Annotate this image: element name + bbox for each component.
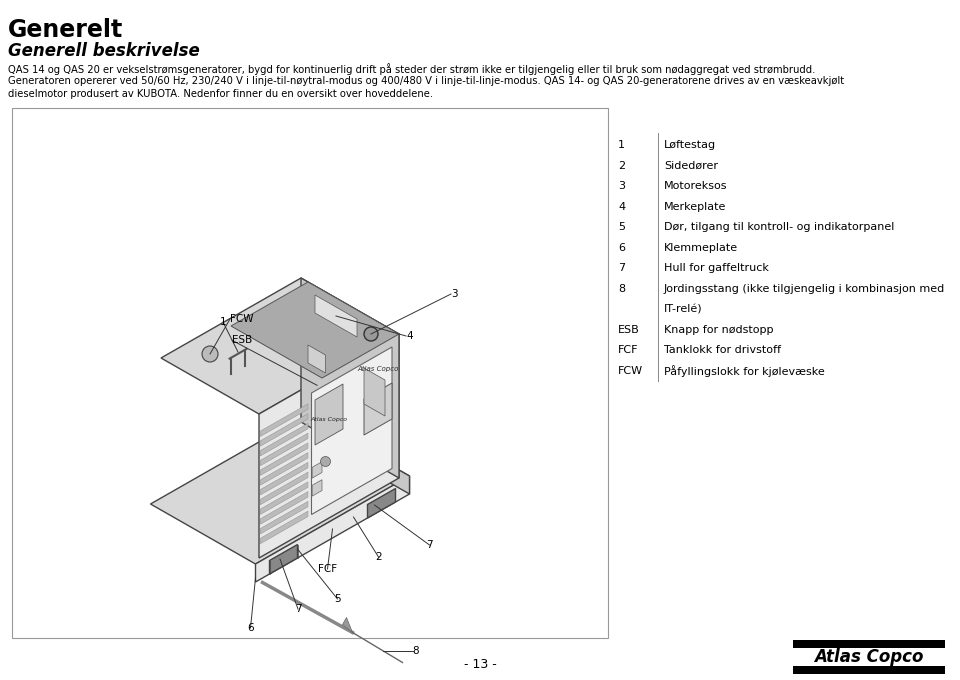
Text: Atlas Copco: Atlas Copco [357,365,398,371]
Text: Atlas Copco: Atlas Copco [310,416,348,422]
Text: FCW: FCW [618,366,643,376]
Circle shape [321,456,330,466]
Text: Motoreksos: Motoreksos [664,182,728,191]
Polygon shape [260,511,308,544]
Bar [793,640,945,648]
Text: 4: 4 [618,202,625,211]
Polygon shape [301,278,399,478]
Text: IT-relé): IT-relé) [664,304,703,314]
Polygon shape [308,345,325,373]
Polygon shape [260,433,308,466]
Text: 7: 7 [295,604,301,614]
Text: - 13 -: - 13 - [464,658,496,672]
Text: 6: 6 [618,243,625,253]
Text: 3: 3 [451,289,458,299]
Text: 4: 4 [406,331,413,341]
Text: 8: 8 [618,284,625,294]
Polygon shape [368,488,396,518]
Polygon shape [315,295,357,337]
Text: 5: 5 [618,222,625,233]
Text: 5: 5 [334,594,341,604]
Text: Løftestag: Løftestag [664,140,716,150]
Text: 3: 3 [618,182,625,191]
Text: QAS 14 og QAS 20 er vekselstrømsgeneratorer, bygd for kontinuerlig drift på sted: QAS 14 og QAS 20 er vekselstrømsgenerato… [8,63,815,75]
Polygon shape [259,334,399,558]
Polygon shape [260,424,308,456]
Text: 2: 2 [375,552,382,562]
Polygon shape [260,413,308,446]
Text: Generelt: Generelt [8,18,123,42]
Circle shape [364,327,378,341]
Text: FCF: FCF [618,345,638,355]
Polygon shape [260,472,308,505]
Polygon shape [260,462,308,495]
Text: 1: 1 [220,317,227,327]
Text: 2: 2 [618,160,625,171]
Circle shape [202,346,218,362]
Polygon shape [231,282,399,378]
Text: Atlas Copco: Atlas Copco [814,648,924,666]
Bar [793,666,945,674]
Polygon shape [151,416,410,564]
Polygon shape [260,404,308,437]
Text: Knapp for nødstopp: Knapp for nødstopp [664,325,774,335]
Text: FCF: FCF [318,564,337,574]
Polygon shape [260,482,308,515]
Text: 1: 1 [618,140,625,150]
Polygon shape [343,617,352,632]
Text: Klemmeplate: Klemmeplate [664,243,738,253]
Text: Dør, tilgang til kontroll- og indikatorpanel: Dør, tilgang til kontroll- og indikatorp… [664,222,895,233]
Polygon shape [255,476,410,582]
Polygon shape [304,416,410,494]
Text: Påfyllingslokk for kjølevæske: Påfyllingslokk for kjølevæske [664,364,825,377]
Text: 7: 7 [618,263,625,273]
Polygon shape [260,443,308,475]
Text: ESB: ESB [232,335,252,345]
Polygon shape [312,479,322,496]
Text: Jordingsstang (ikke tilgjengelig i kombinasjon med: Jordingsstang (ikke tilgjengelig i kombi… [664,284,946,294]
Polygon shape [260,492,308,524]
Bar [12,108,608,638]
Text: Tanklokk for drivstoff: Tanklokk for drivstoff [664,345,781,355]
Text: 7: 7 [426,540,433,550]
Polygon shape [260,501,308,534]
Text: ESB: ESB [618,325,639,335]
Polygon shape [260,453,308,486]
Polygon shape [364,368,385,416]
Polygon shape [364,383,392,435]
Text: dieselmotor produsert av KUBOTA. Nedenfor finner du en oversikt over hoveddelene: dieselmotor produsert av KUBOTA. Nedenfo… [8,89,433,99]
Text: 8: 8 [413,645,420,656]
Polygon shape [311,347,392,515]
Text: Sidedører: Sidedører [664,160,718,171]
Polygon shape [270,545,298,574]
Polygon shape [161,278,399,414]
Polygon shape [312,462,322,478]
Text: Hull for gaffeltruck: Hull for gaffeltruck [664,263,769,273]
Text: Merkeplate: Merkeplate [664,202,727,211]
Text: Generell beskrivelse: Generell beskrivelse [8,42,200,60]
Text: FCW: FCW [230,314,253,324]
Bar [793,648,945,666]
Polygon shape [315,384,343,445]
Text: Generatoren opererer ved 50/60 Hz, 230/240 V i linje-til-nøytral-modus og 400/48: Generatoren opererer ved 50/60 Hz, 230/2… [8,76,844,86]
Text: 6: 6 [247,623,253,633]
